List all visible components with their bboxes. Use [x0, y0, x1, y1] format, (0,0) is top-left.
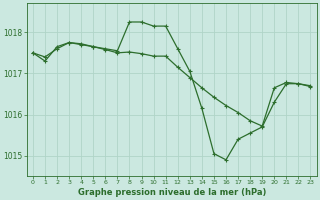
- X-axis label: Graphe pression niveau de la mer (hPa): Graphe pression niveau de la mer (hPa): [77, 188, 266, 197]
